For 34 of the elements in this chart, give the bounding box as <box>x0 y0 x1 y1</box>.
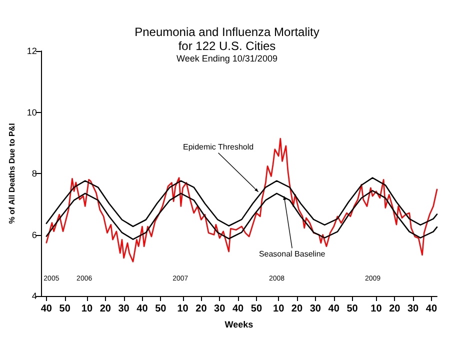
x-tick-label: 50 <box>155 304 167 314</box>
y-tick-label: 4 <box>32 291 37 301</box>
y-tick-label: 12 <box>26 46 37 56</box>
x-tick-label: 20 <box>291 304 303 314</box>
chart-title: Pneumonia and Influenza Mortality for 122 U.S. Cities <box>134 25 320 53</box>
annotation: Seasonal Baseline <box>258 250 326 259</box>
x-tick-label: 10 <box>273 304 285 314</box>
y-tick-label: 10 <box>26 107 37 118</box>
x-tick-label: 40 <box>328 304 340 314</box>
x-tick-label: 30 <box>407 304 420 314</box>
x-tick-label: 30 <box>214 304 226 314</box>
x-tick-label: 20 <box>100 304 112 314</box>
annotation: Epidemic Threshold <box>183 142 254 152</box>
x-tick-label: 40 <box>40 304 52 314</box>
x-tick-label: 50 <box>59 304 71 314</box>
x-tick-label: 20 <box>389 304 401 314</box>
x-tick-label: 30 <box>310 304 322 314</box>
x-tick-label: 50 <box>250 304 262 314</box>
x-tick-label: 40 <box>136 304 148 314</box>
x-tick-label: 40 <box>232 304 244 314</box>
x-tick-label: 40 <box>426 304 438 314</box>
x-tick-label: 50 <box>346 304 358 314</box>
x-tick-label: 20 <box>196 304 208 314</box>
x-tick-label: 30 <box>118 304 130 314</box>
y-tick-label: 8 <box>32 168 37 178</box>
line-series <box>46 138 438 262</box>
y-tick-label: 6 <box>32 230 37 240</box>
x-tick-label: 10 <box>370 304 382 314</box>
x-tick-label: 10 <box>81 304 93 314</box>
y-axis-title: % of All Deaths Due to P&I <box>8 123 16 224</box>
chart-subtitle: Week Ending 10/31/2009 <box>176 54 278 64</box>
line-series <box>46 177 438 228</box>
x-tick-label: 10 <box>177 304 189 314</box>
x-axis-title: Weeks <box>224 320 254 330</box>
